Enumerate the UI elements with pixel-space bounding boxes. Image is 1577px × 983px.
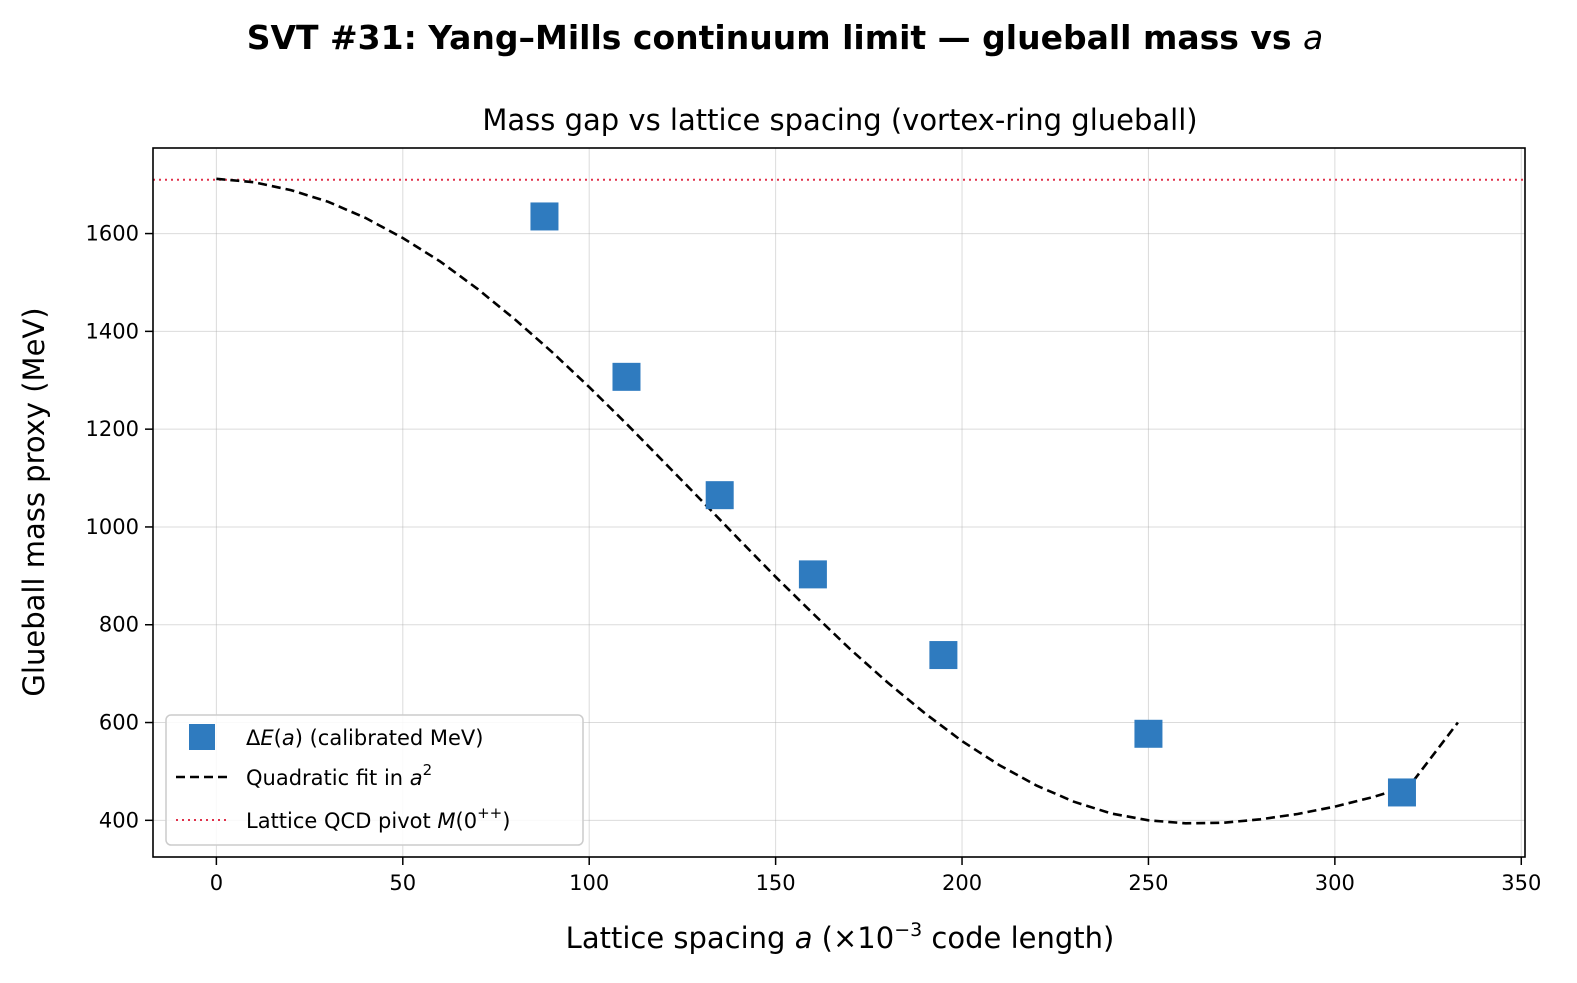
y-tick-label: 1400 (86, 319, 139, 343)
y-tick-label: 1600 (86, 222, 139, 246)
data-point (530, 202, 559, 231)
x-tick-label: 100 (569, 871, 609, 895)
y-tick-label: 400 (99, 808, 139, 832)
legend-marker-scatter (189, 724, 215, 750)
axes-frame (152, 147, 1526, 858)
y-tick-label: 1000 (86, 515, 139, 539)
data-point (929, 641, 958, 670)
y-tick-label: 1200 (86, 417, 139, 441)
y-tick-label: 800 (99, 613, 139, 637)
x-tick-label: 250 (1128, 871, 1168, 895)
x-axis-label: Lattice spacing a (×10−3 code length) (566, 919, 1115, 955)
x-axis-ticks: 0 50 100 150 200 250 300 350 (210, 857, 1541, 895)
fit-line (216, 177, 1459, 825)
legend-label-reference: Lattice QCD pivot M(0++) (246, 804, 510, 833)
data-point (798, 560, 827, 589)
legend-label-scatter: ΔE(a) (calibrated MeV) (246, 726, 483, 750)
legend: ΔE(a) (calibrated MeV) Quadratic fit in … (165, 714, 584, 846)
x-tick-label: 350 (1501, 871, 1541, 895)
x-tick-label: 200 (942, 871, 982, 895)
x-tick-label: 300 (1315, 871, 1355, 895)
chart-suptitle: SVT #31: Yang–Mills continuum limit — gl… (247, 18, 1324, 57)
legend-frame (165, 714, 584, 846)
x-tick-label: 0 (210, 871, 223, 895)
data-point (1387, 778, 1416, 807)
grid-lines (153, 148, 1525, 857)
x-tick-label: 50 (389, 871, 416, 895)
data-point (705, 481, 734, 510)
legend-label-fit: Quadratic fit in a2 (246, 761, 432, 790)
y-axis-label: Glueball mass proxy (MeV) (17, 307, 51, 696)
y-tick-label: 600 (99, 711, 139, 735)
data-points (530, 202, 1416, 807)
y-axis-ticks: 400 600 800 1000 1200 1400 1600 (86, 222, 153, 832)
data-point (1134, 719, 1163, 748)
axes-title: Mass gap vs lattice spacing (vortex-ring… (482, 103, 1197, 137)
x-tick-label: 150 (756, 871, 796, 895)
data-point (612, 362, 641, 391)
